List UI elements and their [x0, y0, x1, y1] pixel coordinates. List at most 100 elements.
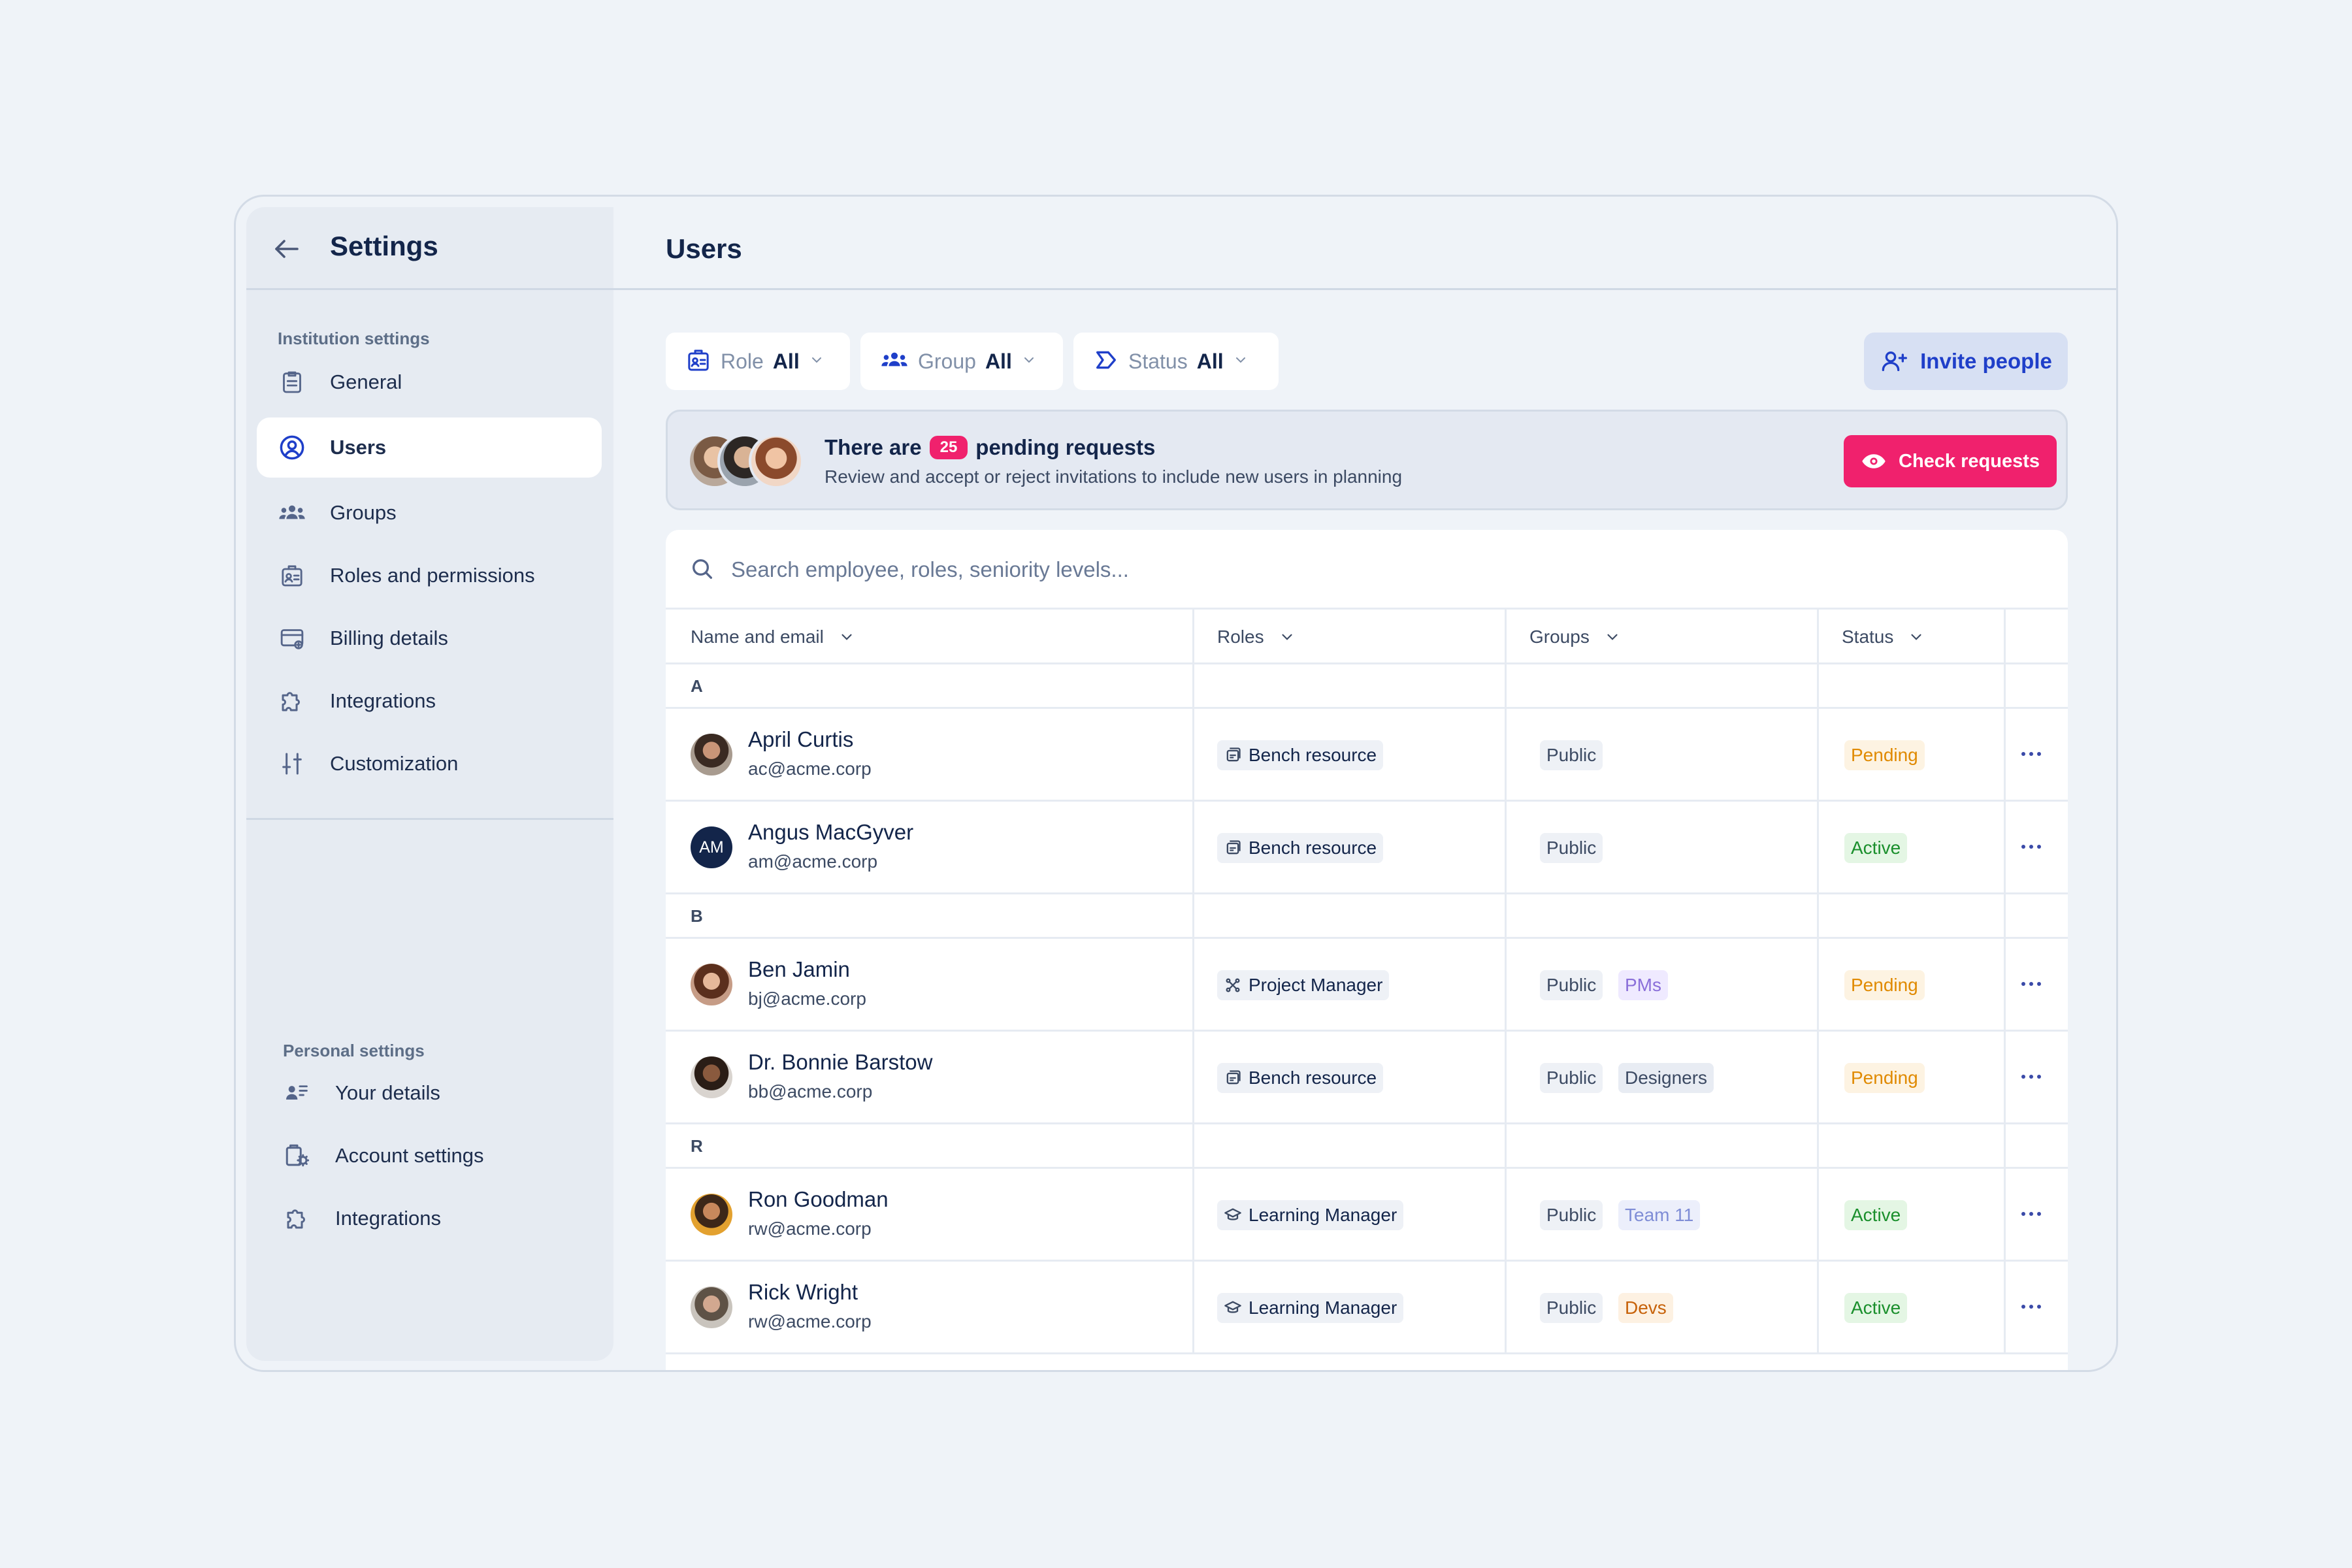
user-name: Ron Goodman [748, 1187, 889, 1211]
puzzle-icon [283, 1204, 312, 1233]
user-list-icon [283, 1079, 312, 1107]
table-row[interactable]: Ben Jamin bj@acme.corp Project Manager P… [666, 939, 2068, 1032]
table-row[interactable]: Dr. Bonnie Barstow bb@acme.corp Bench re… [666, 1032, 2068, 1124]
chevron-down-icon [1908, 629, 1925, 645]
back-arrow-icon[interactable] [271, 233, 302, 265]
sidebar-item-account-settings[interactable]: Account settings [257, 1126, 602, 1186]
chevron-down-icon [1604, 629, 1621, 645]
status-badge-active: Active [1844, 1200, 1908, 1230]
more-options-icon[interactable] [2018, 1297, 2044, 1316]
table-row[interactable]: Ron Goodman rw@acme.corp Learning Manage… [666, 1169, 2068, 1262]
sidebar-item-general[interactable]: General [257, 352, 602, 412]
status-badge-pending: Pending [1844, 740, 1925, 770]
billing-card-icon [278, 624, 306, 653]
puzzle-icon [278, 687, 306, 715]
sidebar-item-label: Users [330, 436, 387, 459]
sidebar-item-label: General [330, 370, 402, 393]
role-chip: Bench resource [1217, 740, 1384, 770]
user-email: rw@acme.corp [748, 1311, 872, 1331]
role-chip: Learning Manager [1217, 1200, 1404, 1230]
table-row[interactable]: Rick Wright rw@acme.corp Learning Manage… [666, 1262, 2068, 1354]
bench-icon [1224, 1069, 1242, 1087]
graduation-cap-icon [1224, 1206, 1242, 1224]
more-options-icon[interactable] [2018, 1067, 2044, 1086]
column-header-status[interactable]: Status [1842, 610, 1925, 664]
user-circle-icon [278, 433, 306, 462]
user-plus-icon [1880, 348, 1908, 374]
sidebar: Settings Institution settings General Us… [246, 207, 613, 1361]
search-input[interactable] [731, 547, 1972, 593]
sidebar-item-your-details[interactable]: Your details [257, 1063, 602, 1123]
check-requests-label: Check requests [1899, 450, 2040, 472]
sidebar-item-label: Customization [330, 752, 459, 775]
avatar [691, 1286, 732, 1328]
user-name: Dr. Bonnie Barstow [748, 1050, 933, 1074]
settings-window: Settings Institution settings General Us… [234, 195, 2118, 1372]
filter-value: All [772, 349, 800, 373]
group-chip-public: Public [1540, 740, 1603, 770]
sidebar-item-customization[interactable]: Customization [257, 734, 602, 794]
eye-icon [1861, 451, 1887, 472]
role-chip: Bench resource [1217, 1063, 1384, 1093]
sidebar-item-users[interactable]: Users [257, 417, 602, 478]
status-badge-pending: Pending [1844, 970, 1925, 1000]
more-options-icon[interactable] [2018, 744, 2044, 764]
users-group-icon [880, 347, 909, 376]
more-options-icon[interactable] [2018, 837, 2044, 857]
user-name: Angus MacGyver [748, 820, 914, 844]
table-row[interactable]: AM Angus MacGyver am@acme.corp Bench res… [666, 802, 2068, 894]
clipboard-icon [278, 368, 306, 397]
group-chip-public: Public [1540, 970, 1603, 1000]
user-name: Rick Wright [748, 1280, 858, 1304]
sidebar-item-label: Account settings [335, 1144, 484, 1167]
group-chip-team-11: Team 11 [1618, 1200, 1701, 1230]
bench-icon [1224, 839, 1242, 857]
avatar [691, 1056, 732, 1098]
role-chip: Bench resource [1217, 833, 1384, 863]
chevron-down-icon [838, 629, 855, 645]
column-header-name[interactable]: Name and email [691, 610, 855, 664]
user-email: bb@acme.corp [748, 1081, 873, 1102]
status-badge-active: Active [1844, 833, 1908, 863]
group-header-row: B [666, 894, 2068, 939]
check-requests-button[interactable]: Check requests [1844, 435, 2057, 487]
invite-people-button[interactable]: Invite people [1864, 333, 2068, 390]
table-row[interactable]: April Curtis ac@acme.corp Bench resource… [666, 709, 2068, 802]
group-filter-dropdown[interactable]: Group All [860, 333, 1063, 390]
more-options-icon[interactable] [2018, 974, 2044, 994]
sidebar-item-label: Groups [330, 501, 397, 524]
pending-count-badge: 25 [929, 436, 968, 459]
sidebar-item-label: Roles and permissions [330, 564, 535, 587]
avatar [749, 434, 804, 489]
user-name: April Curtis [748, 727, 854, 751]
sidebar-item-groups[interactable]: Groups [257, 483, 602, 543]
more-options-icon[interactable] [2018, 1204, 2044, 1224]
id-badge-icon [685, 347, 711, 376]
group-header-row: A [666, 664, 2068, 709]
sidebar-item-billing-details[interactable]: Billing details [257, 608, 602, 668]
user-email: rw@acme.corp [748, 1218, 872, 1239]
role-label: Learning Manager [1249, 1298, 1397, 1318]
table-header-row [666, 610, 2068, 664]
page-title: Users [666, 233, 742, 264]
chevron-down-icon [1021, 352, 1037, 371]
pending-subtitle: Review and accept or reject invitations … [825, 466, 1403, 487]
avatar [691, 964, 732, 1005]
role-filter-dropdown[interactable]: Role All [666, 333, 850, 390]
sidebar-item-roles-and-permissions[interactable]: Roles and permissions [257, 546, 602, 606]
group-chip-pms: PMs [1618, 970, 1668, 1000]
user-email: am@acme.corp [748, 851, 878, 872]
status-filter-dropdown[interactable]: Status All [1073, 333, 1279, 390]
role-label: Bench resource [1249, 838, 1377, 858]
sidebar-item-integrations[interactable]: Integrations [257, 671, 602, 731]
column-header-roles[interactable]: Roles [1217, 610, 1296, 664]
sidebar-item-personal-integrations[interactable]: Integrations [257, 1188, 602, 1249]
column-header-groups[interactable]: Groups [1529, 610, 1621, 664]
group-chip-public: Public [1540, 1063, 1603, 1093]
column-header-label: Roles [1217, 627, 1264, 647]
sidebar-item-label: Integrations [335, 1207, 441, 1230]
user-email: ac@acme.corp [748, 759, 872, 779]
chevron-down-icon [1279, 629, 1296, 645]
group-chip-designers: Designers [1618, 1063, 1714, 1093]
column-header-label: Status [1842, 627, 1894, 647]
